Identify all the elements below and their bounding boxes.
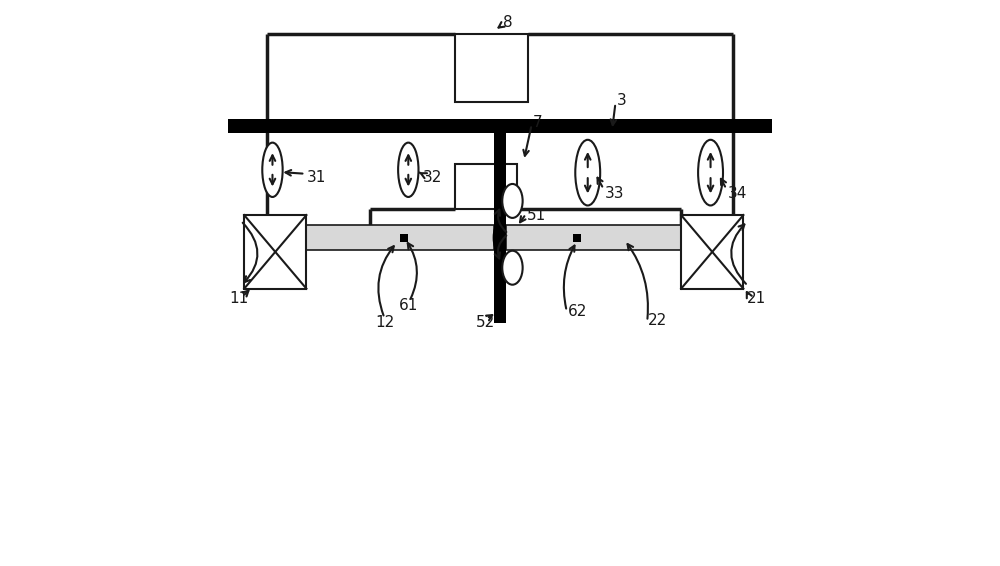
Text: 11: 11 [229, 291, 249, 306]
Ellipse shape [575, 140, 600, 205]
Text: 62: 62 [568, 304, 587, 319]
Text: 8: 8 [503, 15, 513, 30]
FancyBboxPatch shape [494, 125, 506, 323]
FancyBboxPatch shape [573, 234, 581, 242]
FancyBboxPatch shape [506, 225, 681, 250]
FancyBboxPatch shape [228, 119, 772, 133]
Ellipse shape [502, 251, 523, 285]
Ellipse shape [262, 143, 283, 197]
FancyBboxPatch shape [244, 215, 306, 289]
Ellipse shape [398, 143, 418, 197]
Text: 7: 7 [533, 115, 542, 130]
FancyBboxPatch shape [681, 215, 743, 289]
Text: 34: 34 [728, 186, 747, 201]
Text: 31: 31 [306, 170, 326, 185]
Text: 3: 3 [617, 93, 626, 108]
Text: 61: 61 [399, 298, 419, 313]
FancyBboxPatch shape [306, 225, 494, 250]
FancyBboxPatch shape [455, 164, 517, 209]
Text: 12: 12 [375, 315, 395, 330]
FancyBboxPatch shape [455, 34, 528, 102]
Text: 32: 32 [423, 170, 442, 185]
Text: 22: 22 [648, 313, 668, 328]
Text: 21: 21 [747, 291, 766, 306]
Text: 52: 52 [476, 315, 495, 330]
Text: 51: 51 [527, 208, 546, 222]
Text: 33: 33 [605, 186, 624, 201]
Ellipse shape [502, 184, 523, 218]
Ellipse shape [493, 224, 502, 251]
FancyBboxPatch shape [400, 234, 408, 242]
Ellipse shape [698, 140, 723, 205]
